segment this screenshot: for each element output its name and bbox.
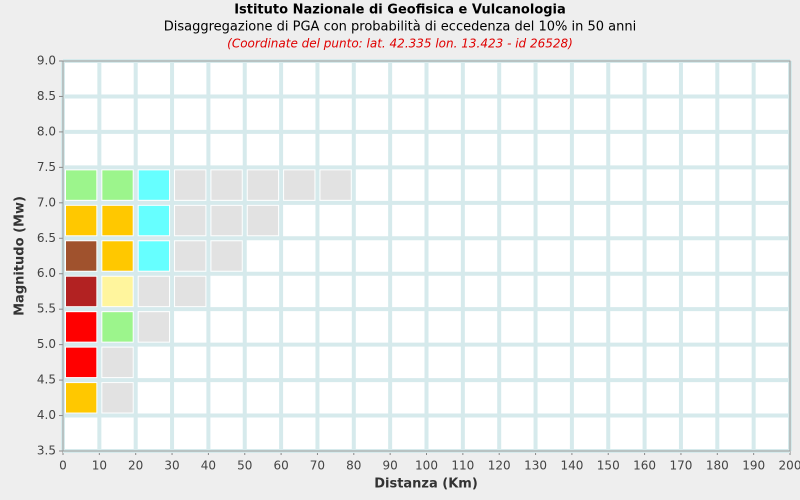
cell — [175, 170, 206, 200]
y-tick-label: 6.5 — [37, 231, 56, 245]
cell — [320, 170, 351, 200]
cell — [247, 170, 279, 200]
x-tick-label: 40 — [201, 459, 216, 473]
cell — [66, 205, 97, 236]
x-tick-label: 140 — [560, 459, 583, 473]
cell — [175, 241, 206, 271]
cell — [102, 383, 133, 413]
y-axis-label: Magnitudo (Mw) — [13, 196, 28, 316]
cell — [66, 241, 97, 271]
x-tick-label: 170 — [669, 459, 692, 473]
cell — [138, 241, 170, 271]
x-tick-label: 130 — [524, 459, 547, 473]
chart-title: Istituto Nazionale di Geofisica e Vulcan… — [234, 3, 566, 18]
x-tick-label: 190 — [742, 459, 765, 473]
x-tick-label: 120 — [488, 459, 511, 473]
x-tick-label: 10 — [92, 459, 107, 473]
cell — [284, 170, 315, 200]
y-tick-label: 6.0 — [37, 266, 56, 280]
cell — [138, 205, 170, 236]
x-tick-label: 180 — [706, 459, 729, 473]
cell — [102, 205, 133, 236]
x-tick-label: 80 — [346, 459, 361, 473]
x-tick-label: 30 — [164, 459, 179, 473]
y-tick-label: 4.5 — [37, 373, 56, 387]
cell — [175, 205, 206, 236]
x-axis-label: Distanza (Km) — [374, 477, 478, 492]
cell — [66, 170, 97, 200]
cell — [102, 276, 133, 307]
cell — [247, 205, 279, 236]
y-tick-label: 8.5 — [37, 89, 56, 103]
cell — [138, 312, 170, 342]
y-tick-label: 7.5 — [37, 160, 56, 174]
cell — [102, 347, 133, 378]
annotation: (Coordinate del punto: lat. 42.335 lon. … — [227, 37, 573, 51]
cell — [102, 170, 133, 200]
cell — [102, 241, 133, 271]
cell — [102, 312, 133, 342]
y-tick-label: 9.0 — [37, 54, 56, 68]
x-tick-label: 160 — [633, 459, 656, 473]
y-tick-label: 4.0 — [37, 408, 56, 422]
x-tick-label: 150 — [597, 459, 620, 473]
y-tick-label: 3.5 — [37, 444, 56, 458]
x-tick-label: 60 — [273, 459, 288, 473]
cell — [66, 383, 97, 413]
chart-subtitle: Disaggregazione di PGA con probabilità d… — [164, 20, 637, 35]
x-tick-label: 0 — [59, 459, 67, 473]
x-tick-label: 90 — [383, 459, 398, 473]
x-tick-label: 70 — [310, 459, 325, 473]
cell — [66, 312, 97, 342]
cell — [175, 276, 206, 307]
y-tick-label: 7.0 — [37, 195, 56, 209]
plot-frame — [62, 60, 791, 452]
x-tick-label: 200 — [779, 459, 800, 473]
y-tick-label: 5.0 — [37, 337, 56, 351]
x-tick-label: 110 — [451, 459, 474, 473]
cell — [211, 205, 242, 236]
cell — [138, 170, 170, 200]
cell — [66, 276, 97, 307]
y-tick-label: 8.0 — [37, 124, 56, 138]
cell — [211, 241, 242, 271]
cell — [138, 276, 170, 307]
x-tick-label: 50 — [237, 459, 252, 473]
y-tick-label: 5.5 — [37, 302, 56, 316]
cell — [66, 347, 97, 378]
x-tick-label: 100 — [415, 459, 438, 473]
x-tick-label: 20 — [128, 459, 143, 473]
cell — [211, 170, 242, 200]
